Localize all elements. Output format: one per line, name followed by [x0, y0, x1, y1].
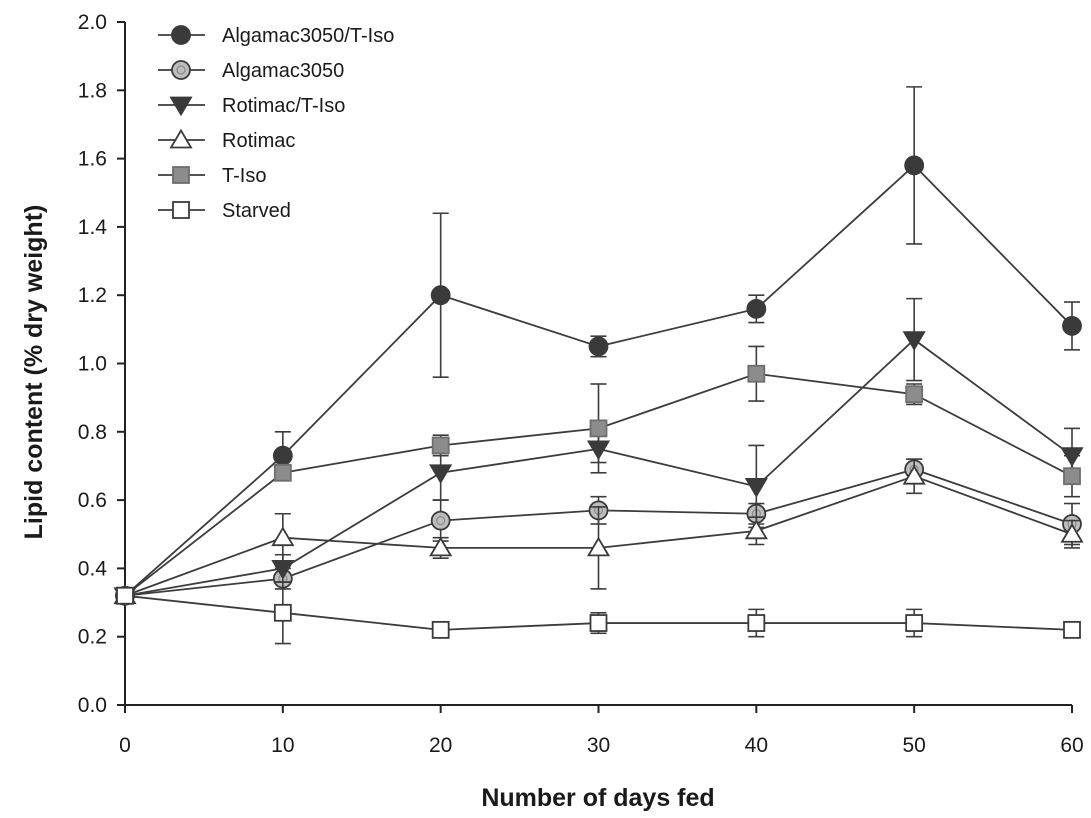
series-layer	[113, 86, 1084, 645]
legend-label: T-Iso	[222, 165, 266, 187]
x-tick-label: 60	[1060, 734, 1083, 757]
data-point	[273, 603, 292, 622]
legend-marker	[169, 96, 193, 117]
x-tick-label: 20	[429, 734, 452, 757]
legend-marker	[171, 60, 191, 80]
x-tick-label: 50	[902, 734, 925, 757]
data-point	[586, 536, 611, 557]
y-tick-label: 1.6	[78, 148, 107, 171]
data-point	[589, 419, 608, 438]
legend-item: Rotimac	[158, 128, 295, 152]
legend-item: Starved	[158, 200, 291, 222]
data-point	[271, 526, 295, 547]
y-tick-label: 0.2	[78, 626, 107, 649]
data-point	[588, 336, 609, 357]
y-tick-label: 0.8	[78, 421, 107, 444]
data-point	[747, 614, 766, 632]
data-point	[429, 536, 453, 557]
legend-item: Rotimac/T-Iso	[158, 95, 345, 117]
data-point	[905, 614, 924, 632]
y-tick-label: 2.0	[78, 11, 107, 34]
data-point	[430, 510, 451, 531]
y-tick-label: 0.0	[78, 694, 107, 717]
data-point	[902, 464, 926, 485]
y-axis-title: Lipid content (% dry weight)	[20, 205, 48, 540]
legend-marker	[171, 25, 191, 45]
data-point	[273, 463, 292, 482]
legend-label: Rotimac/T-Iso	[222, 95, 345, 117]
legend-marker	[169, 128, 193, 149]
data-point	[1060, 522, 1084, 543]
legend-label: Rotimac	[222, 130, 295, 152]
legend: Algamac3050/T-Iso Algamac3050 Rotimac/T-Is…	[158, 25, 394, 222]
data-point	[747, 364, 766, 383]
legend-marker	[172, 166, 190, 184]
series-t-iso	[116, 345, 1081, 605]
data-point	[744, 478, 768, 498]
data-point	[1063, 620, 1081, 639]
x-tick-label: 0	[119, 734, 131, 757]
data-point	[272, 445, 293, 466]
y-tick-label: 1.4	[78, 216, 108, 239]
data-point	[589, 614, 608, 632]
y-tick-label: 0.4	[78, 557, 108, 580]
data-point	[116, 586, 134, 605]
legend-marker	[172, 201, 190, 219]
data-point	[431, 436, 450, 455]
data-point	[1063, 467, 1081, 486]
legend-label: Starved	[222, 200, 291, 222]
data-point	[1062, 316, 1082, 336]
x-tick-label: 40	[745, 734, 768, 757]
series-starved	[116, 581, 1081, 645]
x-tick-label: 10	[271, 734, 294, 757]
x-tick-label: 30	[587, 734, 610, 757]
data-point	[904, 155, 925, 176]
data-point	[430, 285, 451, 306]
data-point	[431, 620, 450, 639]
legend-label: Algamac3050/T-Iso	[222, 25, 394, 47]
y-tick-label: 1.8	[78, 79, 107, 102]
data-point	[746, 298, 767, 319]
legend-item: Algamac3050	[158, 60, 344, 82]
legend-label: Algamac3050	[222, 60, 344, 82]
axes: 0.0 0.2 0.4 0.6 0.8 1.0 1.2 1.4 1.6 1.8 2.0 0 10 20 30…	[78, 11, 1084, 757]
y-tick-label: 1.0	[78, 353, 107, 376]
data-point	[429, 464, 453, 485]
data-point	[902, 331, 926, 351]
data-point	[744, 519, 768, 540]
legend-item: Algamac3050/T-Iso	[158, 25, 394, 47]
data-point	[905, 385, 924, 404]
y-tick-label: 1.2	[78, 284, 107, 307]
x-axis-title: Number of days fed	[481, 784, 714, 812]
y-tick-label: 0.6	[78, 489, 107, 512]
legend-item: T-Iso	[158, 165, 266, 187]
